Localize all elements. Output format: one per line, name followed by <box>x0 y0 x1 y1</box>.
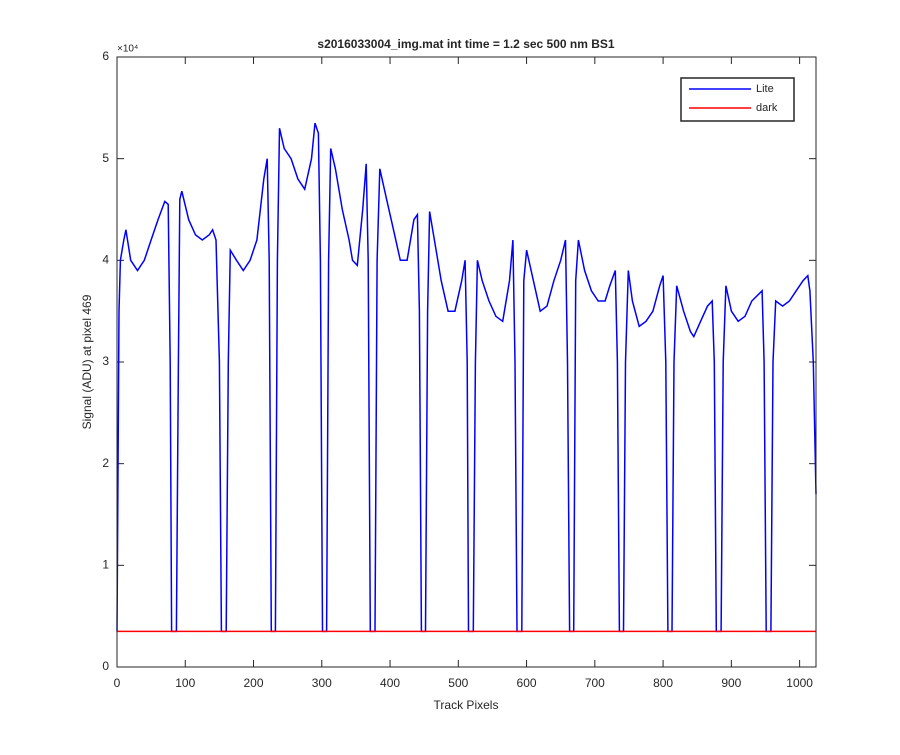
series-line <box>116 122 817 633</box>
x-tick-label: 400 <box>380 676 400 690</box>
y-tick-label: 5 <box>102 151 109 165</box>
x-tick-label: 900 <box>721 676 741 690</box>
x-tick-label: 200 <box>244 676 264 690</box>
x-tick-label: 600 <box>517 676 537 690</box>
x-axis-label: Track Pixels <box>434 698 499 712</box>
x-tick-label: 700 <box>585 676 605 690</box>
x-tick-label: 500 <box>448 676 468 690</box>
y-tick-label: 1 <box>102 558 109 572</box>
y-exponent: ×10⁴ <box>117 44 138 55</box>
legend-label: Lite <box>756 83 774 95</box>
y-tick-label: 3 <box>102 354 109 368</box>
legend-label: dark <box>756 102 778 114</box>
y-tick-label: 2 <box>102 456 109 470</box>
x-tick-label: 1000 <box>786 676 813 690</box>
y-axis-label: Signal (ADU) at pixel 469 <box>80 294 94 429</box>
x-tick-label: 0 <box>114 676 121 690</box>
y-tick-label: 4 <box>102 253 109 267</box>
y-tick-label: 6 <box>102 49 109 63</box>
chart-title: s2016033004_img.mat int time = 1.2 sec 5… <box>317 37 615 51</box>
y-tick-label: 0 <box>102 659 109 673</box>
x-tick-label: 800 <box>653 676 673 690</box>
axes-box <box>116 56 817 668</box>
x-tick-label: 300 <box>312 676 332 690</box>
x-tick-label: 100 <box>175 676 195 690</box>
legend-box <box>680 77 795 122</box>
